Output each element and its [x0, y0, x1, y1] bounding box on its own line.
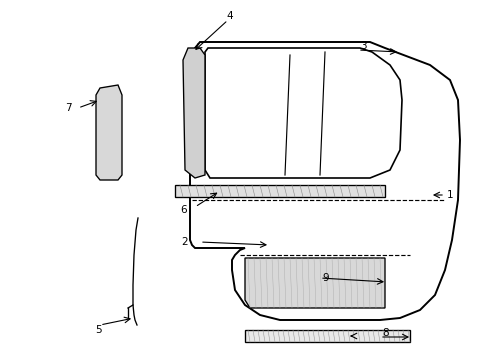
Text: 5: 5	[95, 325, 101, 335]
Text: 4: 4	[227, 11, 233, 21]
Polygon shape	[245, 330, 410, 342]
Polygon shape	[96, 85, 122, 180]
Text: 1: 1	[447, 190, 454, 200]
Polygon shape	[175, 185, 385, 197]
Polygon shape	[245, 258, 385, 308]
Text: 8: 8	[382, 328, 389, 338]
Text: 6: 6	[180, 205, 187, 215]
Text: 3: 3	[360, 41, 367, 51]
Text: 2: 2	[181, 237, 188, 247]
Text: 7: 7	[65, 103, 72, 113]
Polygon shape	[183, 48, 205, 178]
Text: 9: 9	[322, 273, 329, 283]
